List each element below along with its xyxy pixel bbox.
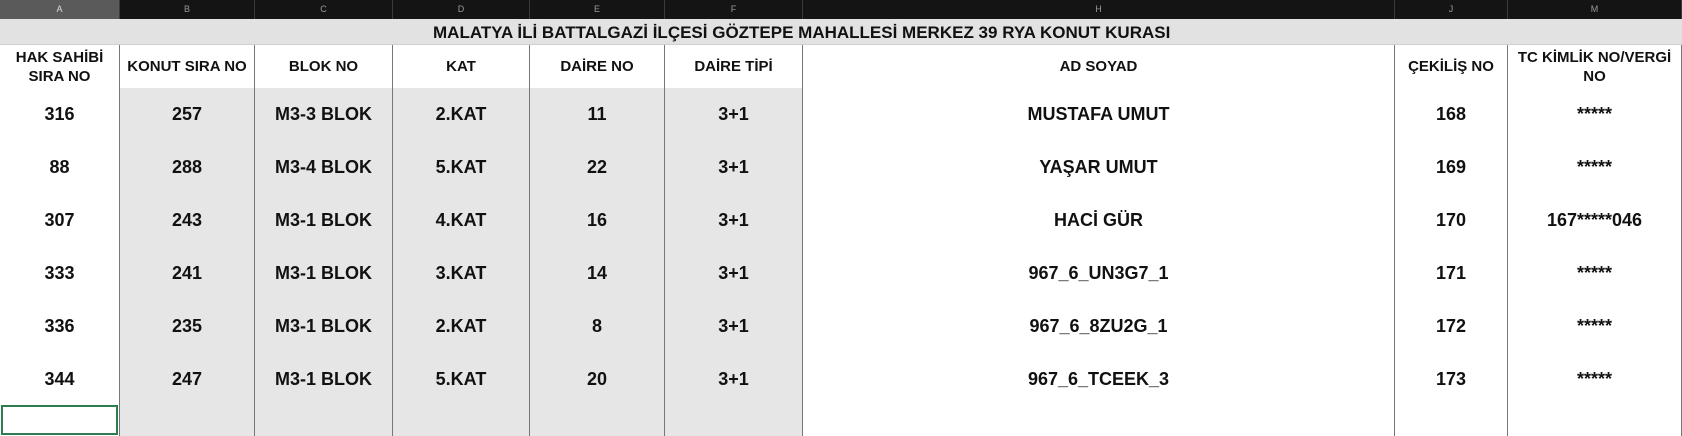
table-cell[interactable]: 167*****046 (1508, 194, 1682, 247)
table-cell[interactable]: 14 (530, 247, 665, 300)
table-cell[interactable]: 88 (0, 141, 120, 194)
empty-cell[interactable] (1508, 406, 1682, 436)
column-header-m[interactable]: M (1508, 0, 1682, 19)
empty-cell[interactable] (665, 406, 803, 436)
table-row: 88 288 M3-4 BLOK 5.KAT 22 3+1 YAŞAR UMUT 169 ***… (0, 141, 1682, 194)
table-cell[interactable]: 11 (530, 88, 665, 141)
table-cell[interactable]: 307 (0, 194, 120, 247)
table-cell[interactable]: 3+1 (665, 353, 803, 406)
table-cell[interactable]: 243 (120, 194, 255, 247)
table-cell[interactable]: M3-4 BLOK (255, 141, 393, 194)
column-header-j[interactable]: J (1395, 0, 1508, 19)
header-cell[interactable]: ÇEKİLİŞ NO (1395, 45, 1508, 88)
header-row: HAK SAHİBİ SIRA NO KONUT SIRA NO BLOK NO KA… (0, 45, 1682, 88)
column-header-a[interactable]: A (0, 0, 120, 19)
table-cell[interactable]: 316 (0, 88, 120, 141)
table-cell[interactable]: 336 (0, 300, 120, 353)
column-header-d[interactable]: D (393, 0, 530, 19)
table-cell[interactable]: 4.KAT (393, 194, 530, 247)
title-row: MALATYA İLİ BATTALGAZİ İLÇESİ GÖZTEPE MA… (0, 19, 1682, 45)
empty-cell[interactable] (120, 406, 255, 436)
table-cell[interactable]: 20 (530, 353, 665, 406)
table-cell[interactable]: 967_6_8ZU2G_1 (803, 300, 1395, 353)
table-cell[interactable]: 3+1 (665, 141, 803, 194)
table-cell[interactable]: MUSTAFA UMUT (803, 88, 1395, 141)
table-cell[interactable]: 241 (120, 247, 255, 300)
table-cell[interactable]: M3-1 BLOK (255, 194, 393, 247)
table-cell[interactable]: YAŞAR UMUT (803, 141, 1395, 194)
table-cell[interactable]: 173 (1395, 353, 1508, 406)
table-cell[interactable]: 3+1 (665, 300, 803, 353)
table-row: 336 235 M3-1 BLOK 2.KAT 8 3+1 967_6_8ZU2G_1 172… (0, 300, 1682, 353)
table-cell[interactable]: M3-3 BLOK (255, 88, 393, 141)
header-cell[interactable]: AD SOYAD (803, 45, 1395, 88)
table-cell[interactable]: HACİ GÜR (803, 194, 1395, 247)
column-header-f[interactable]: F (665, 0, 803, 19)
table-cell[interactable]: 3+1 (665, 194, 803, 247)
table-cell[interactable]: 288 (120, 141, 255, 194)
header-cell[interactable]: HAK SAHİBİ SIRA NO (0, 45, 120, 88)
empty-cell[interactable] (530, 406, 665, 436)
header-cell[interactable]: BLOK NO (255, 45, 393, 88)
table-cell[interactable]: 22 (530, 141, 665, 194)
table-cell[interactable]: 171 (1395, 247, 1508, 300)
table-cell[interactable]: 333 (0, 247, 120, 300)
column-header-c[interactable]: C (255, 0, 393, 19)
table-cell[interactable]: ***** (1508, 88, 1682, 141)
table-cell[interactable]: M3-1 BLOK (255, 300, 393, 353)
table-cell[interactable]: ***** (1508, 247, 1682, 300)
table-cell[interactable]: ***** (1508, 353, 1682, 406)
table-cell[interactable]: 967_6_UN3G7_1 (803, 247, 1395, 300)
table-cell[interactable]: 5.KAT (393, 353, 530, 406)
table-cell[interactable]: 2.KAT (393, 300, 530, 353)
empty-cell[interactable] (1395, 406, 1508, 436)
header-cell[interactable]: DAİRE TİPİ (665, 45, 803, 88)
table-cell[interactable]: 3.KAT (393, 247, 530, 300)
table-cell[interactable]: 2.KAT (393, 88, 530, 141)
table-row: 333 241 M3-1 BLOK 3.KAT 14 3+1 967_6_UN3G7_1 17… (0, 247, 1682, 300)
empty-cell[interactable] (0, 406, 120, 436)
table-row: 316 257 M3-3 BLOK 2.KAT 11 3+1 MUSTAFA UMUT 168… (0, 88, 1682, 141)
column-header-b[interactable]: B (120, 0, 255, 19)
table-cell[interactable]: 16 (530, 194, 665, 247)
header-cell[interactable]: KAT (393, 45, 530, 88)
table-cell[interactable]: 3+1 (665, 247, 803, 300)
table-cell[interactable]: 8 (530, 300, 665, 353)
table-cell[interactable]: 3+1 (665, 88, 803, 141)
empty-cell[interactable] (393, 406, 530, 436)
table-cell[interactable]: 168 (1395, 88, 1508, 141)
column-header-h[interactable]: H (803, 0, 1395, 19)
table-cell[interactable]: 257 (120, 88, 255, 141)
column-header-e[interactable]: E (530, 0, 665, 19)
table-cell[interactable]: 5.KAT (393, 141, 530, 194)
spreadsheet-grid: HAK SAHİBİ SIRA NO KONUT SIRA NO BLOK NO KA… (0, 45, 1682, 436)
table-cell[interactable]: 235 (120, 300, 255, 353)
table-cell[interactable]: 247 (120, 353, 255, 406)
table-row: 344 247 M3-1 BLOK 5.KAT 20 3+1 967_6_TCEEK_3 17… (0, 353, 1682, 406)
header-cell[interactable]: TC KİMLİK NO/VERGİ NO (1508, 45, 1682, 88)
table-cell[interactable]: ***** (1508, 141, 1682, 194)
table-cell[interactable]: M3-1 BLOK (255, 247, 393, 300)
table-cell[interactable]: 967_6_TCEEK_3 (803, 353, 1395, 406)
header-cell[interactable]: DAİRE NO (530, 45, 665, 88)
empty-cell[interactable] (803, 406, 1395, 436)
table-cell[interactable]: 169 (1395, 141, 1508, 194)
table-cell[interactable]: 344 (0, 353, 120, 406)
table-cell[interactable]: 170 (1395, 194, 1508, 247)
selected-cell[interactable] (1, 405, 118, 435)
empty-cell[interactable] (255, 406, 393, 436)
table-row: 307 243 M3-1 BLOK 4.KAT 16 3+1 HACİ GÜR 170 167*… (0, 194, 1682, 247)
table-cell[interactable]: ***** (1508, 300, 1682, 353)
table-cell[interactable]: 172 (1395, 300, 1508, 353)
empty-row (0, 406, 1682, 436)
table-cell[interactable]: M3-1 BLOK (255, 353, 393, 406)
sheet-title: MALATYA İLİ BATTALGAZİ İLÇESİ GÖZTEPE MA… (433, 23, 1171, 42)
header-cell[interactable]: KONUT SIRA NO (120, 45, 255, 88)
